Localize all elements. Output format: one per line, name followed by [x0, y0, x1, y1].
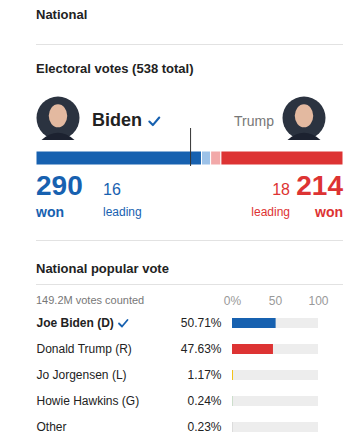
html-text:290: 290: [36, 170, 83, 201]
svg-text:50.71%: 50.71%: [181, 316, 222, 330]
html-text:18: 18: [272, 181, 290, 198]
svg-text:Donald Trump (R): Donald Trump (R): [37, 342, 132, 356]
html-text:149.2M votes counted: 149.2M votes counted: [36, 294, 145, 306]
svg-text:50: 50: [269, 294, 283, 308]
svg-text:0.23%: 0.23%: [187, 420, 221, 434]
html-text:Trump: Trump: [234, 113, 274, 129]
svg-text:Jo Jorgensen (L): Jo Jorgensen (L): [37, 368, 127, 382]
html-text:won: won: [315, 204, 343, 220]
svg-text:1.17%: 1.17%: [187, 368, 221, 382]
html-text:16: 16: [103, 181, 121, 198]
html-text:National: National: [36, 7, 88, 22]
svg-text:Howie Hawkins (G): Howie Hawkins (G): [37, 394, 140, 408]
html-text:Electoral votes (538 total): Electoral votes (538 total): [36, 61, 194, 76]
html-text:Biden: Biden: [92, 110, 142, 130]
svg-text:Other: Other: [37, 420, 67, 434]
html-text:214: 214: [296, 170, 343, 201]
svg-text:Joe Biden (D): Joe Biden (D): [37, 316, 114, 330]
html-text:leading: leading: [103, 205, 142, 219]
html-text:won: won: [36, 204, 64, 220]
html-text:National popular vote: National popular vote: [36, 261, 169, 276]
svg-text:0.24%: 0.24%: [187, 394, 221, 408]
svg-text:0%: 0%: [224, 294, 242, 308]
svg-text:47.63%: 47.63%: [181, 342, 222, 356]
html-text:leading: leading: [251, 205, 290, 219]
svg-text:100: 100: [308, 294, 328, 308]
